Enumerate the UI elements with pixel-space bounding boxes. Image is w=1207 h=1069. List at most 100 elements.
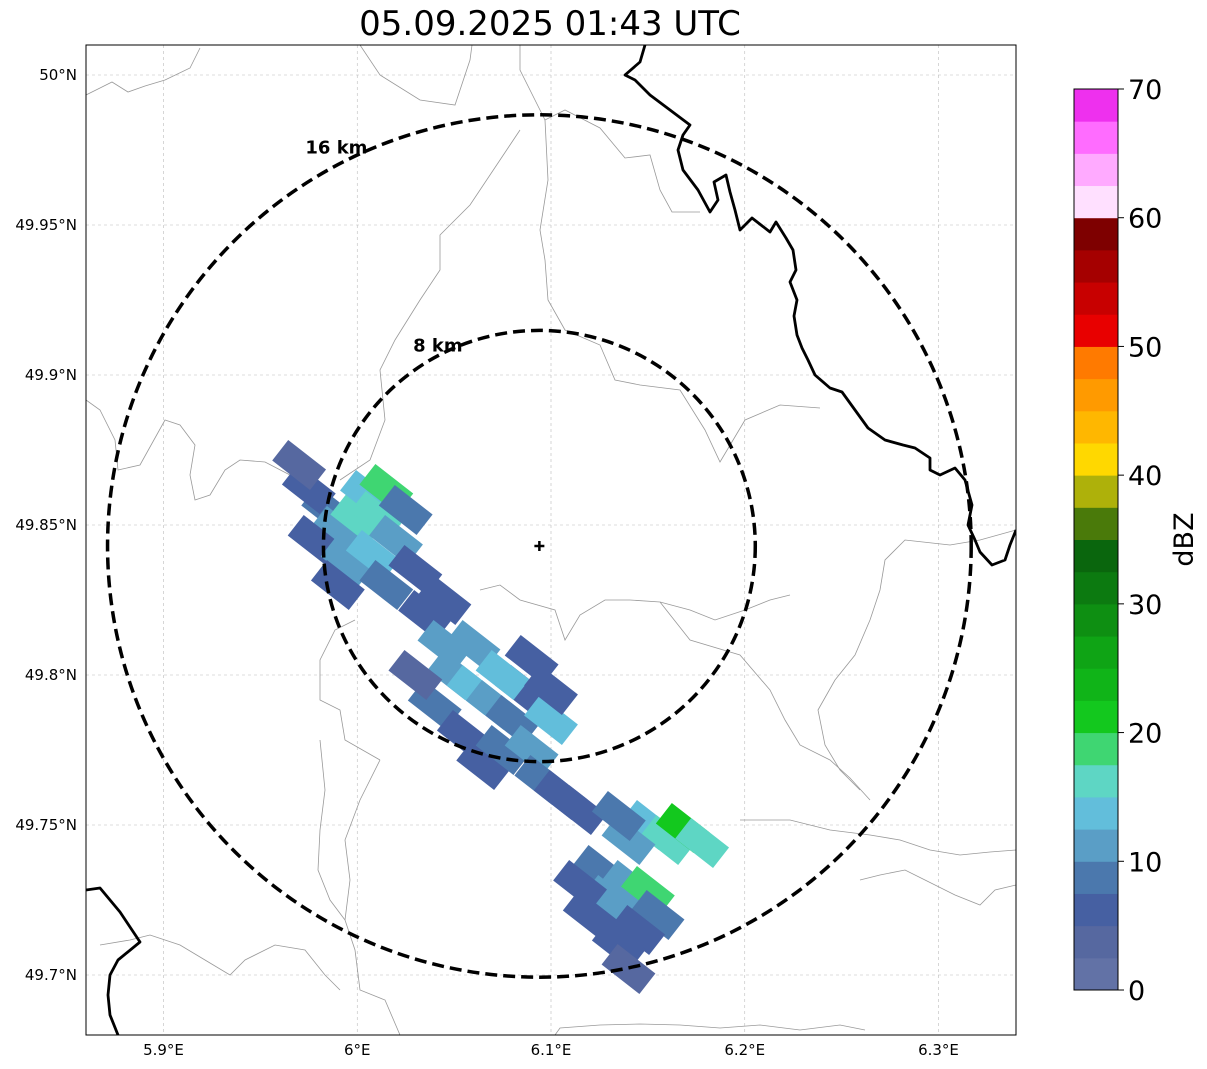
admin-boundary [479,584,791,641]
colorbar-segment [1074,796,1118,830]
colorbar-segment [1074,668,1118,701]
reflectivity-cell [359,559,414,611]
colorbar-segment [1074,957,1118,991]
admin-boundary [99,934,341,991]
colorbar-tick-label: 40 [1128,461,1162,492]
colorbar-frame [1073,88,1119,991]
reflectivity-cell [675,817,730,869]
colorbar-segment [1074,539,1118,573]
reflectivity-cell [562,889,617,941]
admin-boundary [859,869,1016,906]
colorbar-segment [1074,603,1118,637]
admin-boundary [539,119,821,463]
reflectivity-cell [611,904,666,956]
colorbar-segment [1074,636,1118,669]
admin-boundary [317,739,346,921]
reflectivity-cell [330,493,385,545]
colorbar-segment [1074,893,1118,927]
range-rings: 8 km 16 km [105,113,973,979]
range-ring-label: 8 km [413,336,463,357]
colorbar-segment [1074,732,1118,766]
colorbar-segment [1074,829,1118,862]
reflectivity-cell [417,574,472,626]
admin-boundary [817,529,1016,791]
border-line-north-east [623,45,1016,567]
reflectivity-cell [601,943,656,995]
colorbar-tick-label: 60 [1128,204,1162,235]
colorbar-segment [1074,249,1118,283]
reflectivity-cell [417,619,472,671]
x-tick-label: 6.2°E [724,1041,765,1059]
reflectivity-cell [591,790,646,842]
colorbar-segment [1074,282,1118,315]
admin-boundary [740,819,1016,856]
y-tick-label: 49.85°N [15,516,77,534]
colorbar-segment [1074,378,1118,412]
reflectivity-cell [272,439,327,491]
admin-boundary [86,47,201,96]
admin-boundary [319,619,381,761]
colorbar-segment [1074,346,1118,380]
colorbar-segment [1074,861,1118,894]
colorbar-segment [1074,185,1118,219]
reflectivity-cell [630,889,685,941]
colorbar-segment [1074,410,1118,444]
map-title: 05.09.2025 01:43 UTC [359,4,741,44]
radar-site-marker [534,541,545,551]
range-ring-label: 16 km [305,137,367,158]
reflectivity-cell [640,814,695,866]
colorbar-segment [1074,314,1118,347]
reflectivity-cell [553,859,607,911]
colorbar-tick-label: 10 [1128,847,1162,878]
reflectivity-cell [475,724,530,776]
admin-boundary [339,129,521,481]
reflectivity-cell [524,664,578,716]
reflectivity-cell [524,694,578,746]
admin-boundary [359,45,473,106]
reflectivity-layer [272,439,730,995]
colorbar-segment [1074,153,1118,187]
reflectivity-cell [475,649,530,701]
colorbar-segment [1074,89,1118,122]
reflectivity-cell [320,535,375,587]
y-tick-label: 49.7°N [25,966,77,984]
colorbar-segment [1074,442,1118,476]
colorbar-segment [1074,571,1118,605]
colorbar-tick-label: 70 [1128,75,1162,106]
colorbar-segment [1074,925,1118,959]
colorbar-segment [1074,217,1118,251]
colorbar-label: dBZ [1169,512,1200,566]
reflectivity-cell [553,784,607,836]
colorbar-tick-label: 20 [1128,719,1162,750]
x-tick-label: 6°E [344,1041,371,1059]
admin-boundary [659,601,871,801]
colorbar-tick-label: 30 [1128,590,1162,621]
reflectivity-cell [388,649,443,701]
national-border [86,45,1016,1035]
range-ring [105,113,973,979]
reflectivity-cell [378,484,433,536]
colorbar-tick-label: 50 [1128,332,1162,363]
colorbar-segment [1074,764,1118,798]
y-tick-label: 50°N [39,66,77,84]
y-tick-label: 49.9°N [25,366,77,384]
colorbar: 0 10 20 30 40 50 60 70 dBZ [1073,75,1200,1007]
plot-frame [85,44,1017,1036]
admin-boundary [554,1023,866,1035]
y-tick-label: 49.75°N [15,816,77,834]
range-ring [321,328,758,764]
admin-boundary [519,45,700,213]
x-tick-label: 5.9°E [143,1041,184,1059]
y-tick-label: 49.8°N [25,666,77,684]
colorbar-tick-label: 0 [1128,976,1145,1007]
y-axis-ticks: 50°N 49.95°N 49.9°N 49.85°N 49.8°N 49.75°N 49.… [15,66,77,984]
border-line-south-west [86,886,142,1035]
x-tick-label: 6.1°E [531,1041,572,1059]
y-tick-label: 49.95°N [15,216,77,234]
colorbar-segment [1074,121,1118,154]
colorbar-segment [1074,475,1118,508]
reflectivity-cell [345,529,400,581]
colorbar-segment [1074,700,1118,734]
colorbar-segment [1074,507,1118,540]
